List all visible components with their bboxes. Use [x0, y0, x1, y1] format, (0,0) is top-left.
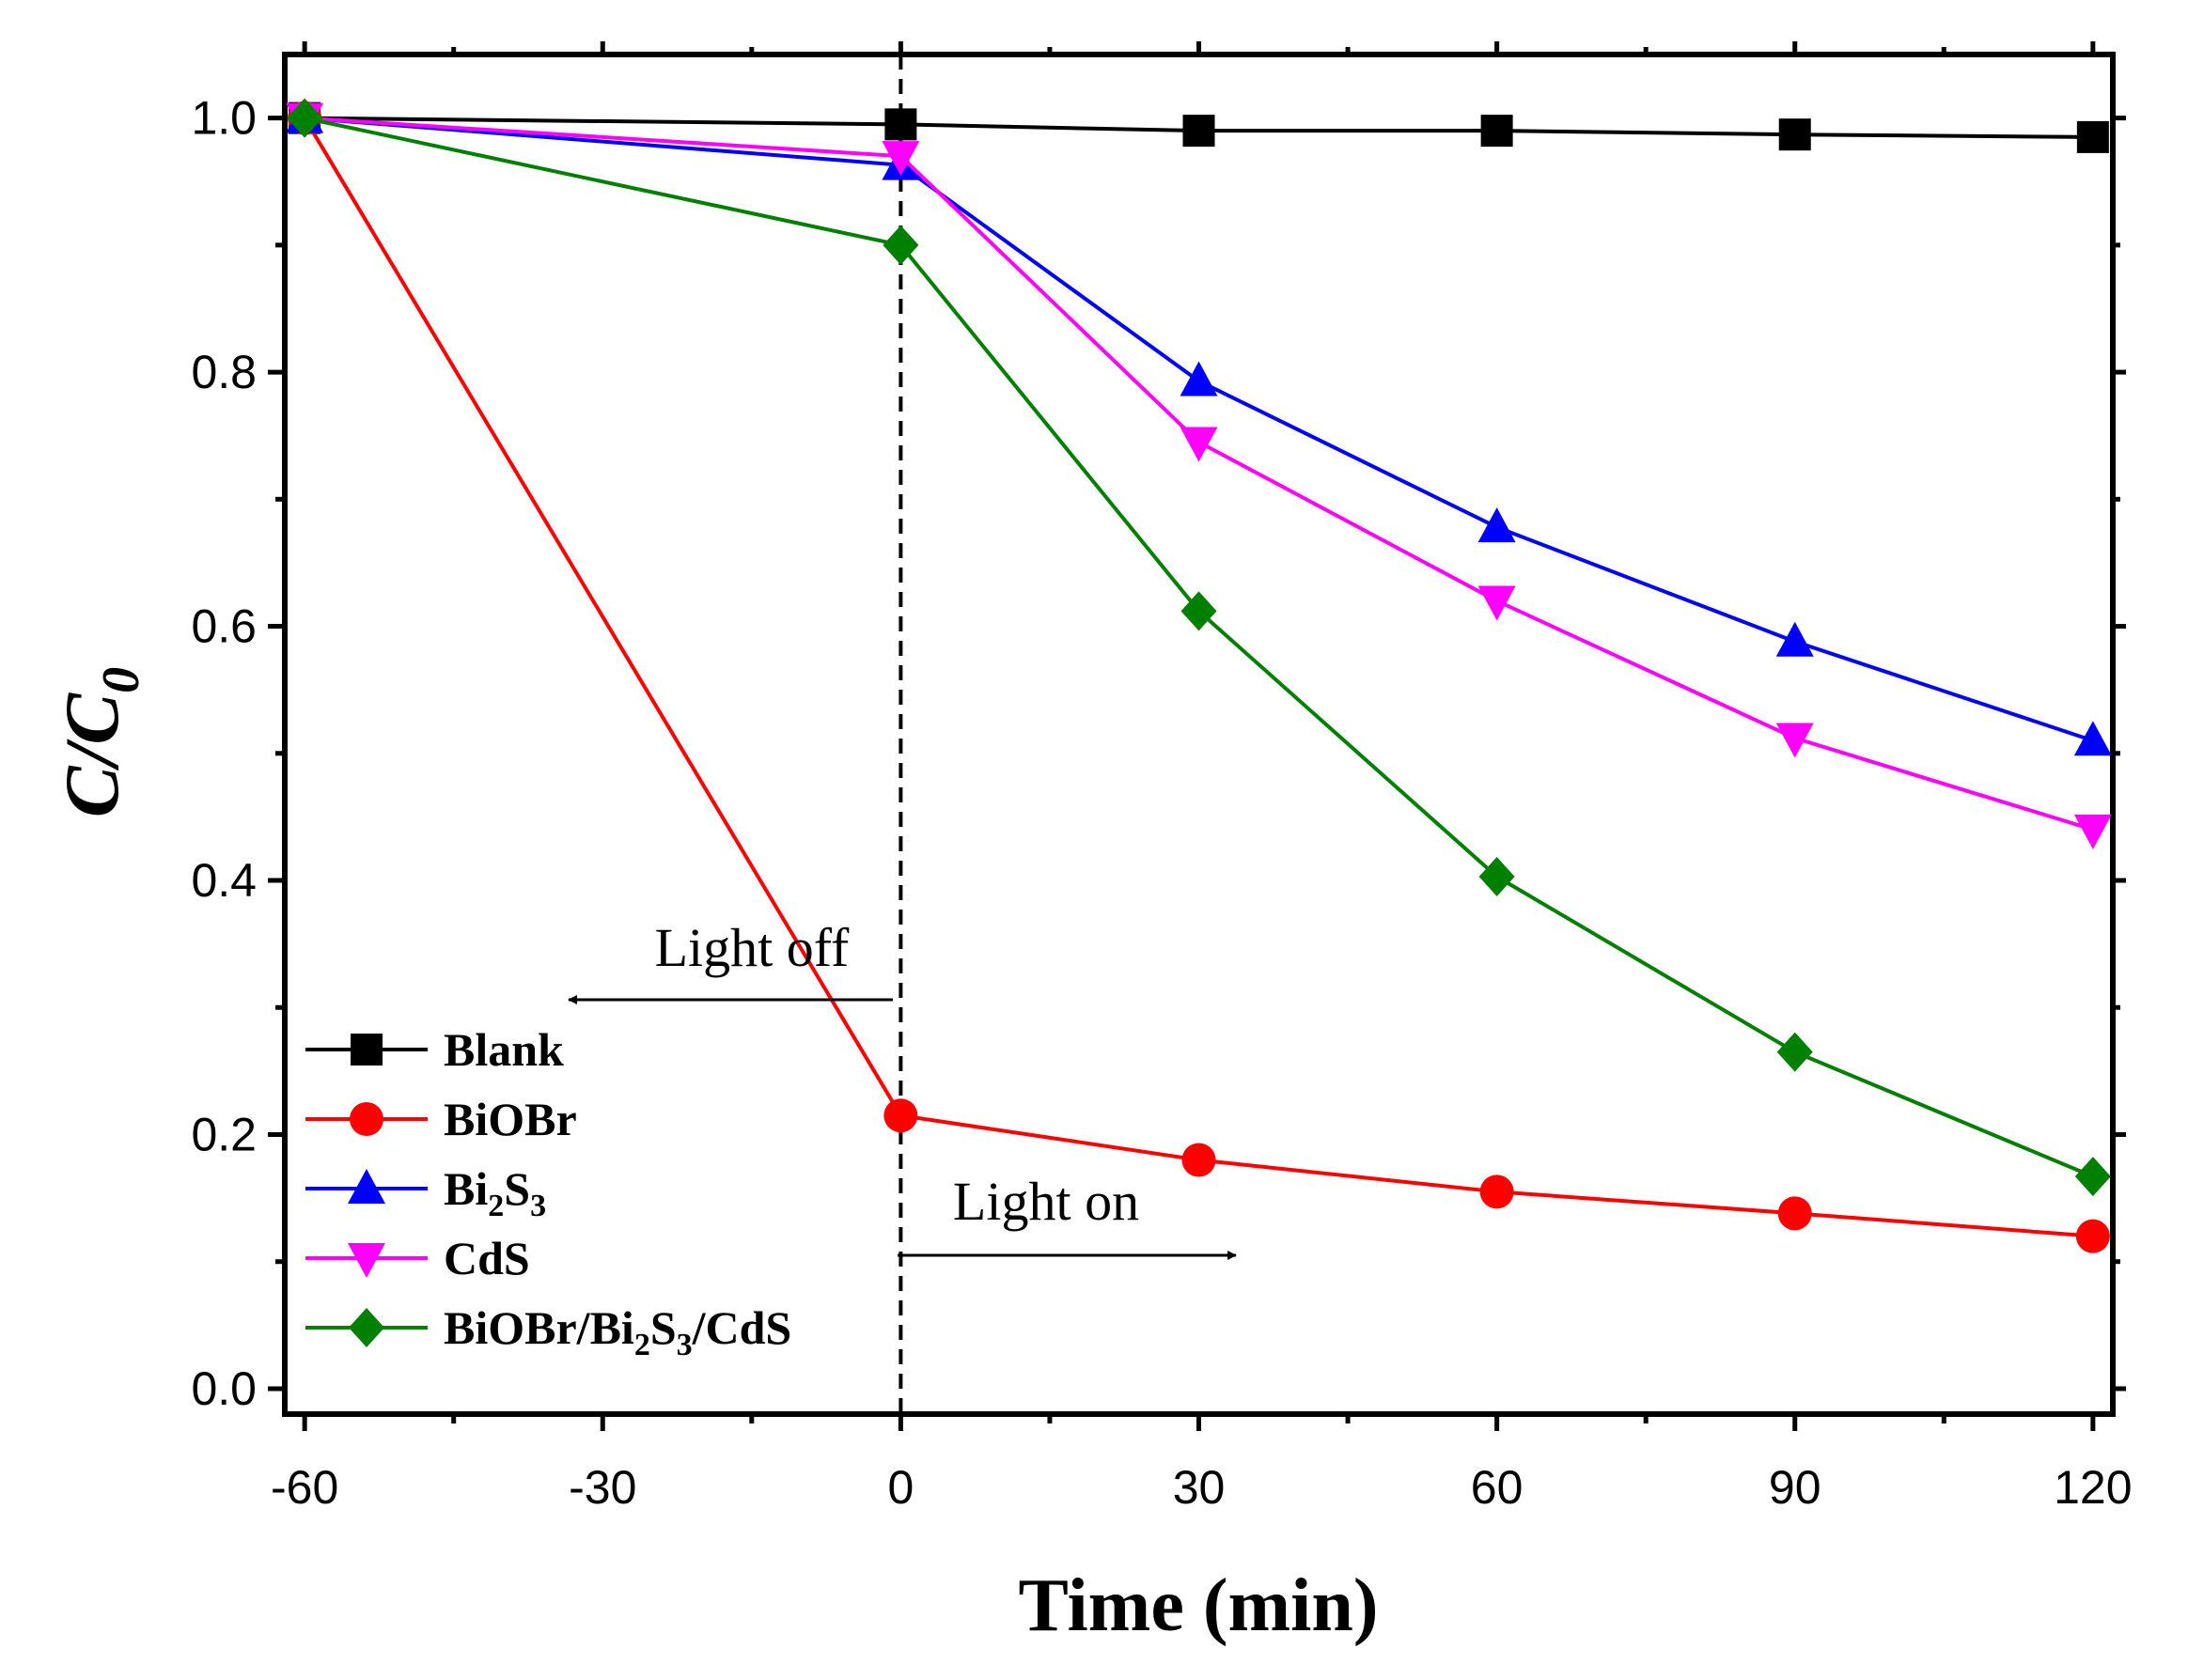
- series-bi2s3: [286, 98, 2112, 756]
- series-line-biobr-bi2s3-cds: [304, 116, 2094, 1178]
- data-point-cds: [1477, 585, 1516, 621]
- x-tick-label: 60: [1471, 1461, 1524, 1514]
- y-tick-label: 1.0: [191, 92, 257, 145]
- series-line-blank: [305, 116, 2093, 139]
- data-point-biobr-bi2s3-cds: [1478, 856, 1515, 896]
- series-blank: [289, 101, 2109, 153]
- legend-item-biobr-bi2s3-cds: BiOBr/Bi2S3/CdS: [305, 1301, 791, 1362]
- data-point-cds: [882, 141, 920, 177]
- data-point-blank: [884, 108, 917, 141]
- legend-marker: [348, 1243, 385, 1278]
- legend-marker: [350, 1102, 383, 1136]
- data-point-biobr-bi2s3-cds: [883, 225, 919, 265]
- series-layer: [286, 98, 2112, 1253]
- legend-label: BiOBr: [444, 1093, 577, 1145]
- y-axis-title: C/C0: [49, 667, 150, 817]
- data-point-bi2s3: [1180, 361, 1218, 397]
- legend-marker: [351, 1034, 383, 1066]
- data-point-cds: [2073, 814, 2112, 849]
- data-point-cds: [1180, 427, 1218, 462]
- x-tick-label: 0: [887, 1461, 914, 1514]
- x-tick-label: -60: [271, 1461, 338, 1514]
- series-biobr: [288, 101, 2110, 1253]
- data-point-biobr-bi2s3-cds: [1776, 1032, 1813, 1072]
- series-biobr-bi2s3-cds: [287, 98, 2111, 1197]
- y-axis-title-main: C/C: [49, 692, 134, 817]
- series-line-cds: [305, 116, 2094, 832]
- data-point-biobr: [1479, 1174, 1514, 1209]
- data-point-blank: [1480, 115, 1513, 148]
- data-point-biobr-bi2s3-cds: [2074, 1157, 2111, 1197]
- legend-marker: [348, 1169, 385, 1204]
- data-point-blank: [1182, 115, 1215, 148]
- y-tick-label: 0.4: [191, 854, 257, 907]
- plot-frame: [282, 52, 2116, 1417]
- data-point-biobr: [1181, 1143, 1216, 1177]
- legend-item-bi2s3: Bi2S3: [305, 1162, 546, 1223]
- light-off-label: Light off: [655, 917, 850, 978]
- data-point-blank: [1778, 118, 1811, 151]
- legend-item-biobr: BiOBr: [305, 1093, 577, 1145]
- y-tick-label: 0.8: [191, 346, 257, 398]
- data-point-cds: [1775, 723, 1814, 758]
- y-tick-label: 0.6: [191, 600, 257, 653]
- data-point-biobr-bi2s3-cds: [287, 98, 323, 138]
- x-axis-title: Time (min): [1019, 1564, 1379, 1647]
- legend-item-blank: Blank: [305, 1023, 564, 1076]
- series-line-bi2s3: [304, 116, 2094, 743]
- data-point-biobr: [883, 1098, 918, 1133]
- data-point-biobr: [2075, 1219, 2110, 1253]
- light-on-annotation: Light on: [898, 1171, 1237, 1260]
- svg-text:C/C0: C/C0: [49, 667, 150, 817]
- data-point-blank: [2076, 120, 2109, 153]
- data-point-biobr-bi2s3-cds: [1180, 591, 1217, 631]
- x-tick-label: 120: [2054, 1461, 2132, 1514]
- legend-label: BiOBr/Bi2S3/CdS: [444, 1301, 791, 1362]
- legend-item-cds: CdS: [305, 1232, 530, 1284]
- y-tick-label: 0.2: [191, 1108, 257, 1160]
- data-point-biobr: [1777, 1196, 1812, 1231]
- light-on-label: Light on: [953, 1171, 1139, 1232]
- legend-label: Bi2S3: [444, 1162, 546, 1223]
- legend-marker: [349, 1308, 384, 1347]
- x-tick-label: 30: [1173, 1461, 1226, 1514]
- legend-label: CdS: [444, 1232, 530, 1284]
- x-tick-label: -30: [569, 1461, 636, 1514]
- legend: Blank BiOBr Bi2S3 CdS BiOBr/Bi2S3/CdS: [305, 1023, 791, 1362]
- data-point-bi2s3: [2073, 721, 2112, 756]
- data-point-bi2s3: [1477, 507, 1516, 543]
- legend-label: Blank: [444, 1023, 564, 1076]
- data-point-bi2s3: [1775, 621, 1814, 657]
- x-axis: -60 -30 0 30 60 90 120: [271, 41, 2133, 1514]
- series-line-biobr: [303, 117, 2094, 1238]
- series-cds: [286, 102, 2112, 849]
- x-tick-label: 90: [1769, 1461, 1821, 1514]
- y-tick-label: 0.0: [191, 1362, 257, 1415]
- light-off-annotation: Light off: [568, 917, 893, 1004]
- y-axis-title-sub: 0: [92, 667, 150, 693]
- y-axis: 0.0 0.2 0.4 0.6 0.8 1.0: [191, 92, 2126, 1415]
